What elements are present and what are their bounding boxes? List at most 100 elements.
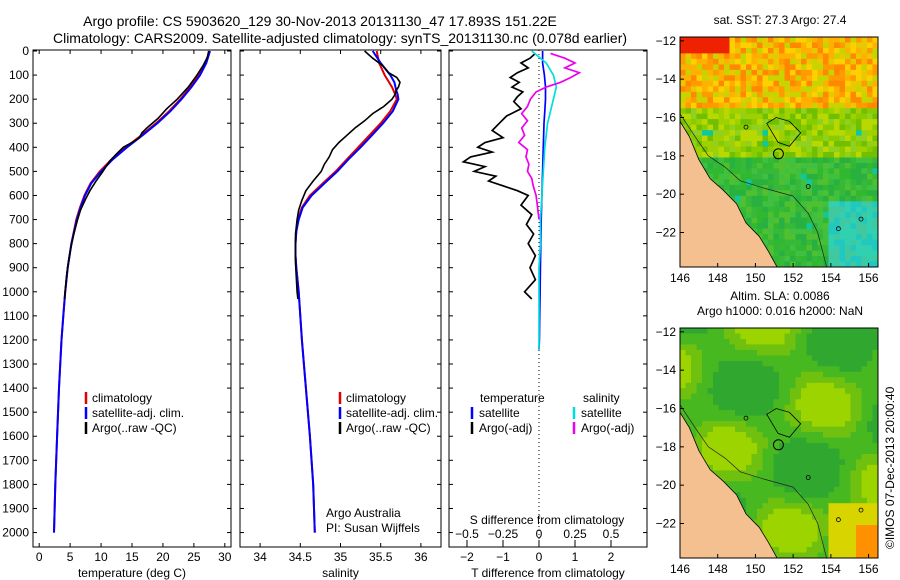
map-cell	[845, 195, 852, 202]
map-cell	[812, 97, 819, 104]
map-cell	[735, 48, 742, 55]
map-cell	[768, 519, 775, 526]
map-cell	[817, 146, 824, 153]
map-cell	[861, 475, 868, 482]
map-cell	[768, 459, 775, 466]
map-cell	[817, 514, 824, 521]
map-cell	[784, 141, 791, 148]
map-cell	[867, 508, 874, 515]
map-cell	[850, 481, 857, 488]
map-cell	[823, 410, 830, 417]
map-cell	[746, 437, 753, 444]
map-cell	[685, 410, 692, 417]
map-cell	[812, 503, 819, 510]
map-cell	[691, 415, 698, 422]
map-cell	[762, 443, 769, 450]
map-cell	[812, 328, 819, 335]
map-cell	[839, 497, 846, 504]
map-cell	[784, 514, 791, 521]
map-cell	[724, 91, 731, 98]
map-cell	[834, 481, 841, 488]
map-cell	[768, 245, 775, 252]
map-cell	[872, 217, 878, 224]
map-cell	[839, 339, 846, 346]
map-cell	[795, 541, 802, 548]
map-cell	[768, 157, 775, 164]
map-cell	[790, 256, 797, 263]
map-cell	[812, 481, 819, 488]
map-cell	[856, 360, 863, 367]
map-cell	[828, 410, 835, 417]
map-cell	[828, 152, 835, 159]
map-cell	[850, 475, 857, 482]
map-cell	[834, 426, 841, 433]
map-cell	[806, 217, 813, 224]
map-cell	[696, 86, 703, 93]
map-cell	[828, 168, 835, 175]
map-cell	[768, 42, 775, 49]
map-cell	[839, 80, 846, 87]
map-cell	[790, 195, 797, 202]
map-cell	[850, 525, 857, 532]
map-cell	[850, 58, 857, 65]
map-cell	[746, 339, 753, 346]
map-cell	[773, 525, 780, 532]
map-cell	[806, 443, 813, 450]
map-cell	[817, 261, 824, 267]
map-cell	[685, 80, 692, 87]
map-cell	[735, 399, 742, 406]
map-cell	[828, 239, 835, 246]
map-cell	[872, 388, 878, 395]
map-cell	[861, 217, 868, 224]
map-cell	[850, 388, 857, 395]
map-cell	[867, 339, 874, 346]
map-cell	[812, 179, 819, 186]
map-cell	[768, 239, 775, 246]
map-cell	[784, 69, 791, 76]
map-cell	[834, 261, 841, 267]
map-cell	[839, 261, 846, 267]
map-cell	[834, 339, 841, 346]
map-cell	[823, 437, 830, 444]
map-cell	[850, 195, 857, 202]
map-cell	[746, 421, 753, 428]
map-cell	[845, 64, 852, 71]
map-cell	[795, 508, 802, 515]
map-cell	[872, 421, 878, 428]
map-cell	[740, 339, 747, 346]
map-cell	[768, 377, 775, 384]
map-cell	[751, 459, 758, 466]
map-cell	[850, 492, 857, 499]
map-cell	[729, 360, 736, 367]
map-cell	[696, 333, 703, 340]
map-cell	[823, 382, 830, 389]
map-cell	[784, 37, 791, 44]
map-cell	[718, 349, 725, 356]
map-cell	[724, 415, 731, 422]
map-cell	[779, 42, 786, 49]
map-cell	[685, 130, 692, 137]
map-cell	[828, 475, 835, 482]
map-cell	[696, 146, 703, 153]
map-cell	[735, 443, 742, 450]
map-cell	[707, 377, 714, 384]
map-cell	[828, 448, 835, 455]
map-cell	[757, 432, 764, 439]
map-cell	[685, 399, 692, 406]
map-cell	[762, 91, 769, 98]
temperature-plot: 0100200300400500600700800900100011001200…	[2, 44, 232, 580]
map-cell	[812, 75, 819, 82]
map-cell	[828, 393, 835, 400]
map-cell	[823, 168, 830, 175]
map-cell	[751, 382, 758, 389]
map-cell	[702, 393, 709, 400]
map-cell	[823, 421, 830, 428]
map-cell	[839, 448, 846, 455]
map-cell	[872, 399, 878, 406]
map-cell	[828, 470, 835, 477]
map-cell	[768, 339, 775, 346]
x-tick-label: 34	[253, 550, 267, 564]
map-cell	[806, 339, 813, 346]
map-cell	[779, 184, 786, 191]
depth-tick-label: 300	[9, 116, 29, 130]
